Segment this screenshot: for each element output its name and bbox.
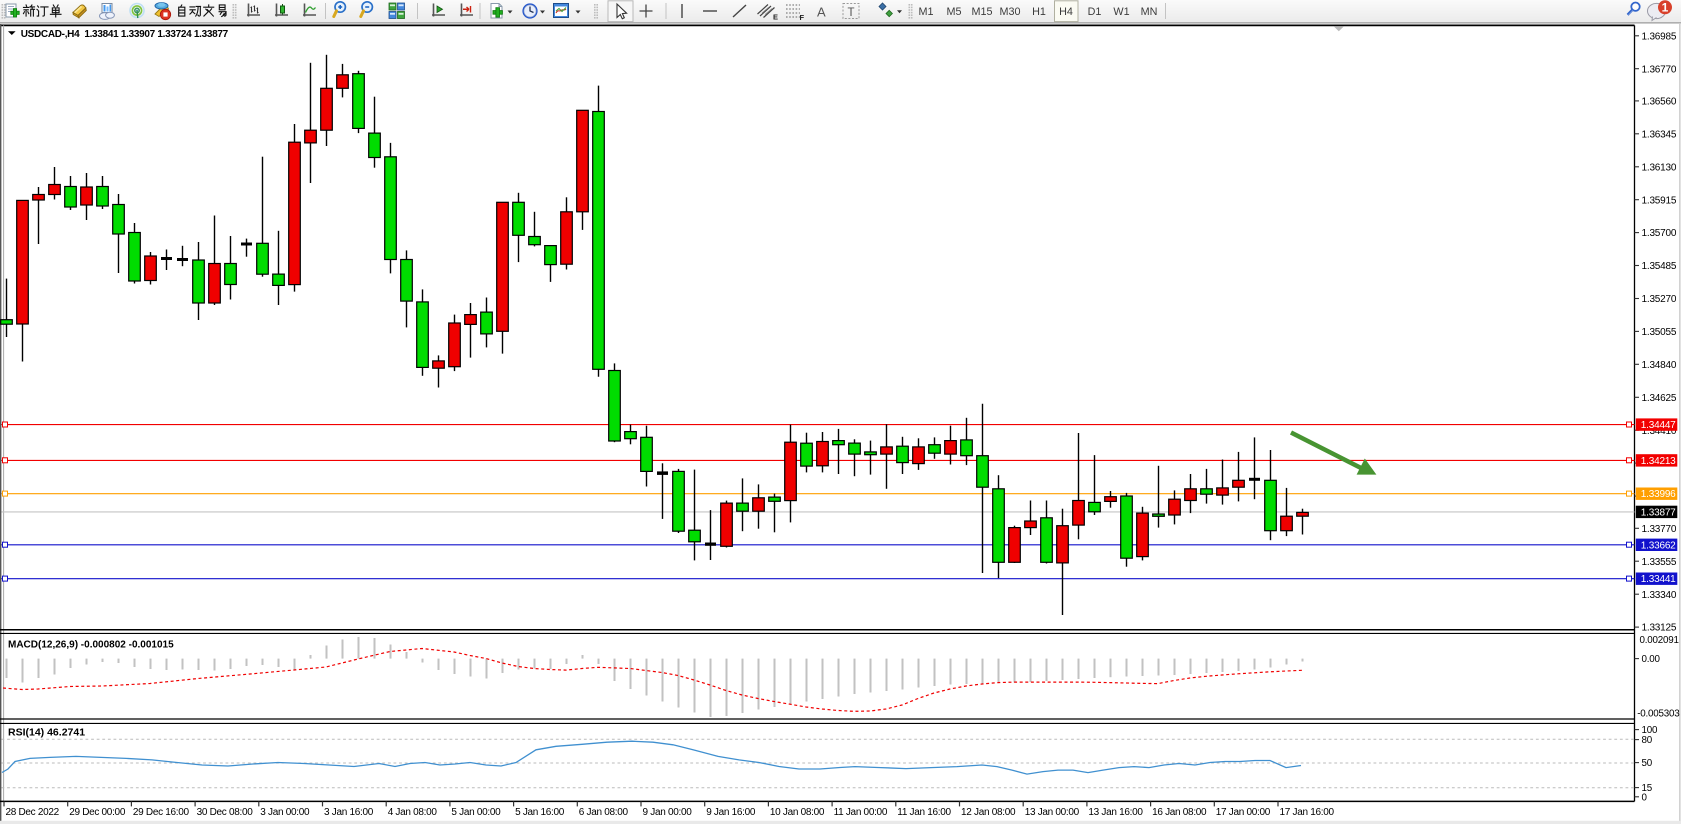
svg-text:1.33555: 1.33555 [1642, 557, 1677, 568]
svg-text:1.33877: 1.33877 [1641, 507, 1676, 518]
svg-text:A: A [817, 5, 826, 20]
svg-text:W1: W1 [1113, 6, 1129, 18]
svg-text:28 Dec 2022: 28 Dec 2022 [6, 807, 60, 818]
svg-text:M15: M15 [971, 6, 992, 18]
svg-text:9 Jan 00:00: 9 Jan 00:00 [643, 807, 693, 818]
svg-text:T: T [848, 7, 855, 19]
svg-text:15: 15 [1642, 783, 1653, 794]
svg-text:F: F [800, 13, 805, 22]
svg-text:0.002091: 0.002091 [1640, 635, 1679, 646]
svg-text:5 Jan 00:00: 5 Jan 00:00 [451, 807, 501, 818]
svg-text:0.00: 0.00 [1642, 654, 1661, 665]
svg-text:1.34447: 1.34447 [1641, 420, 1676, 431]
svg-text:H4: H4 [1059, 6, 1073, 18]
svg-text:MACD(12,26,9) -0.000802 -0.001: MACD(12,26,9) -0.000802 -0.001015 [8, 640, 174, 651]
svg-text:1.35270: 1.35270 [1642, 294, 1677, 305]
svg-text:1.36985: 1.36985 [1642, 31, 1677, 42]
svg-text:13 Jan 16:00: 13 Jan 16:00 [1088, 807, 1143, 818]
svg-text:USDCAD-,H4 1.33841 1.33907 1.: USDCAD-,H4 1.33841 1.33907 1.33724 1.338… [21, 29, 229, 40]
svg-text:1.36770: 1.36770 [1642, 64, 1677, 75]
svg-text:16 Jan 08:00: 16 Jan 08:00 [1152, 807, 1207, 818]
svg-text:1.34410: 1.34410 [1642, 426, 1677, 437]
svg-text:1.35700: 1.35700 [1642, 228, 1677, 239]
svg-text:12 Jan 08:00: 12 Jan 08:00 [961, 807, 1016, 818]
svg-text:50: 50 [1642, 758, 1653, 769]
svg-text:1.33662: 1.33662 [1641, 540, 1676, 551]
svg-text:11 Jan 00:00: 11 Jan 00:00 [834, 807, 888, 818]
svg-text:1.33441: 1.33441 [1641, 574, 1676, 585]
svg-text:80: 80 [1642, 735, 1653, 746]
svg-text:30 Dec 08:00: 30 Dec 08:00 [197, 807, 254, 818]
svg-text:1.36130: 1.36130 [1642, 162, 1677, 173]
svg-text:MN: MN [1141, 6, 1158, 18]
svg-text:6 Jan 08:00: 6 Jan 08:00 [579, 807, 629, 818]
svg-text:29 Dec 16:00: 29 Dec 16:00 [133, 807, 190, 818]
svg-text:17 Jan 16:00: 17 Jan 16:00 [1280, 807, 1335, 818]
svg-text:13 Jan 00:00: 13 Jan 00:00 [1025, 807, 1080, 818]
svg-text:-0.005303: -0.005303 [1637, 709, 1680, 720]
svg-text:1.33770: 1.33770 [1642, 524, 1677, 535]
svg-text:M30: M30 [999, 6, 1020, 18]
svg-text:4 Jan 08:00: 4 Jan 08:00 [388, 807, 438, 818]
svg-text:1.34213: 1.34213 [1641, 456, 1676, 467]
svg-text:E: E [773, 13, 778, 22]
svg-text:1.35055: 1.35055 [1642, 327, 1677, 338]
svg-text:10 Jan 08:00: 10 Jan 08:00 [770, 807, 825, 818]
svg-text:1.33996: 1.33996 [1641, 489, 1676, 500]
svg-text:1.36345: 1.36345 [1642, 129, 1677, 140]
svg-text:1.36560: 1.36560 [1642, 97, 1677, 108]
svg-text:H1: H1 [1032, 6, 1046, 18]
svg-text:1.33125: 1.33125 [1642, 623, 1677, 634]
svg-text:0: 0 [1642, 792, 1648, 803]
svg-text:1.33340: 1.33340 [1642, 590, 1677, 601]
svg-text:29 Dec 00:00: 29 Dec 00:00 [69, 807, 126, 818]
svg-text:1: 1 [1662, 1, 1669, 15]
svg-text:D1: D1 [1088, 6, 1102, 18]
svg-text:17 Jan 00:00: 17 Jan 00:00 [1216, 807, 1271, 818]
svg-text:11 Jan 16:00: 11 Jan 16:00 [897, 807, 951, 818]
svg-text:M1: M1 [919, 6, 934, 18]
svg-text:3 Jan 16:00: 3 Jan 16:00 [324, 807, 374, 818]
svg-text:1.34840: 1.34840 [1642, 360, 1677, 371]
svg-text:5 Jan 16:00: 5 Jan 16:00 [515, 807, 565, 818]
svg-text:M5: M5 [947, 6, 962, 18]
svg-text:100: 100 [1642, 725, 1658, 736]
svg-text:3 Jan 00:00: 3 Jan 00:00 [260, 807, 310, 818]
svg-text:1.35485: 1.35485 [1642, 261, 1677, 272]
svg-text:1.34625: 1.34625 [1642, 393, 1677, 404]
svg-text:1.35915: 1.35915 [1642, 195, 1677, 206]
svg-text:9 Jan 16:00: 9 Jan 16:00 [706, 807, 756, 818]
svg-text:RSI(14) 46.2741: RSI(14) 46.2741 [8, 727, 85, 739]
